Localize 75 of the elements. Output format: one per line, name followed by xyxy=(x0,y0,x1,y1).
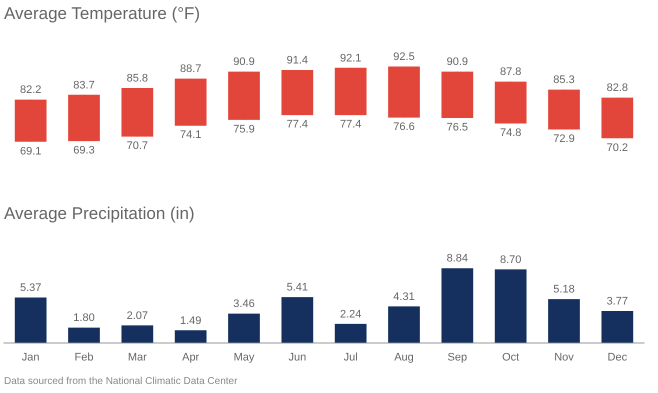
bar xyxy=(388,306,420,343)
x-tick-label: Jul xyxy=(344,351,358,364)
bar xyxy=(174,330,207,343)
bar xyxy=(14,297,47,343)
bar xyxy=(334,324,367,343)
annotation: 72.9 xyxy=(553,133,575,146)
candlestick xyxy=(68,94,100,142)
bar xyxy=(68,328,100,343)
annotation: 74.8 xyxy=(500,126,522,139)
annotation: 85.8 xyxy=(126,72,148,85)
bar xyxy=(281,297,314,343)
annotation: 90.9 xyxy=(233,56,255,68)
data-label: 4.31 xyxy=(393,290,415,303)
annotation: 90.9 xyxy=(446,56,468,68)
annotation: 76.5 xyxy=(446,122,468,134)
candlestick xyxy=(281,69,314,116)
candlestick xyxy=(494,81,527,124)
annotation: 82.2 xyxy=(20,84,42,96)
x-tick-label: Aug xyxy=(394,351,414,364)
annotation: 87.8 xyxy=(500,66,522,78)
x-tick-label: Jan xyxy=(22,351,40,364)
annotation: 88.7 xyxy=(180,63,202,76)
candlestick xyxy=(174,78,207,126)
data-label: 5.37 xyxy=(20,282,42,294)
candlestick xyxy=(334,67,367,116)
x-tick-label: Sep xyxy=(448,351,468,364)
x-tick-label: Jun xyxy=(288,351,306,364)
annotation: 85.3 xyxy=(553,74,575,86)
candlestick xyxy=(601,97,634,139)
annotation: 83.7 xyxy=(73,79,95,92)
annotation: 77.4 xyxy=(286,118,308,131)
candlestick xyxy=(228,71,260,120)
annotation: 77.4 xyxy=(340,118,362,131)
candlestick xyxy=(441,71,474,118)
candlestick xyxy=(121,88,154,138)
x-tick-label: May xyxy=(234,351,255,364)
data-label: 2.07 xyxy=(126,310,148,322)
annotation: 75.9 xyxy=(233,123,255,136)
data-label: 8.70 xyxy=(500,254,522,266)
bar xyxy=(601,310,634,343)
data-label: 8.84 xyxy=(446,252,468,265)
x-tick-label: Oct xyxy=(502,351,520,364)
data-label: 2.24 xyxy=(340,308,362,320)
annotation: 70.2 xyxy=(606,142,628,154)
candlestick xyxy=(388,66,420,118)
text: Data sourced from the National Climatic Data Center xyxy=(4,376,238,387)
data-label: 1.49 xyxy=(180,314,202,327)
data-label: 5.18 xyxy=(553,284,575,296)
data-label: 5.41 xyxy=(286,282,308,294)
bar xyxy=(121,325,154,343)
x-tick-label: Apr xyxy=(182,351,200,364)
data-label: 3.77 xyxy=(606,296,628,308)
annotation: 92.5 xyxy=(393,50,415,63)
chart-title: Average Temperature (°F) xyxy=(4,4,200,23)
bar xyxy=(228,314,260,343)
x-tick-label: Feb xyxy=(74,351,94,364)
bar xyxy=(441,268,474,343)
candlestick xyxy=(14,99,47,142)
x-tick-label: Dec xyxy=(608,351,628,364)
data-label: 3.46 xyxy=(233,298,255,310)
bar xyxy=(494,269,527,343)
annotation: 69.1 xyxy=(20,145,42,158)
x-tick-label: Nov xyxy=(554,351,574,364)
bar xyxy=(548,299,580,343)
candlestick xyxy=(548,89,580,130)
annotation: 92.1 xyxy=(340,52,362,64)
x-tick-label: Mar xyxy=(128,351,148,364)
annotation: 76.6 xyxy=(393,121,415,134)
chart-title: Average Precipitation (in) xyxy=(4,204,195,223)
data-label: 1.80 xyxy=(73,312,95,324)
annotation: 69.3 xyxy=(73,144,95,157)
annotation: 70.7 xyxy=(126,140,148,152)
annotation: 91.4 xyxy=(286,54,308,67)
annotation: 82.8 xyxy=(606,82,628,94)
annotation: 74.1 xyxy=(180,129,202,142)
